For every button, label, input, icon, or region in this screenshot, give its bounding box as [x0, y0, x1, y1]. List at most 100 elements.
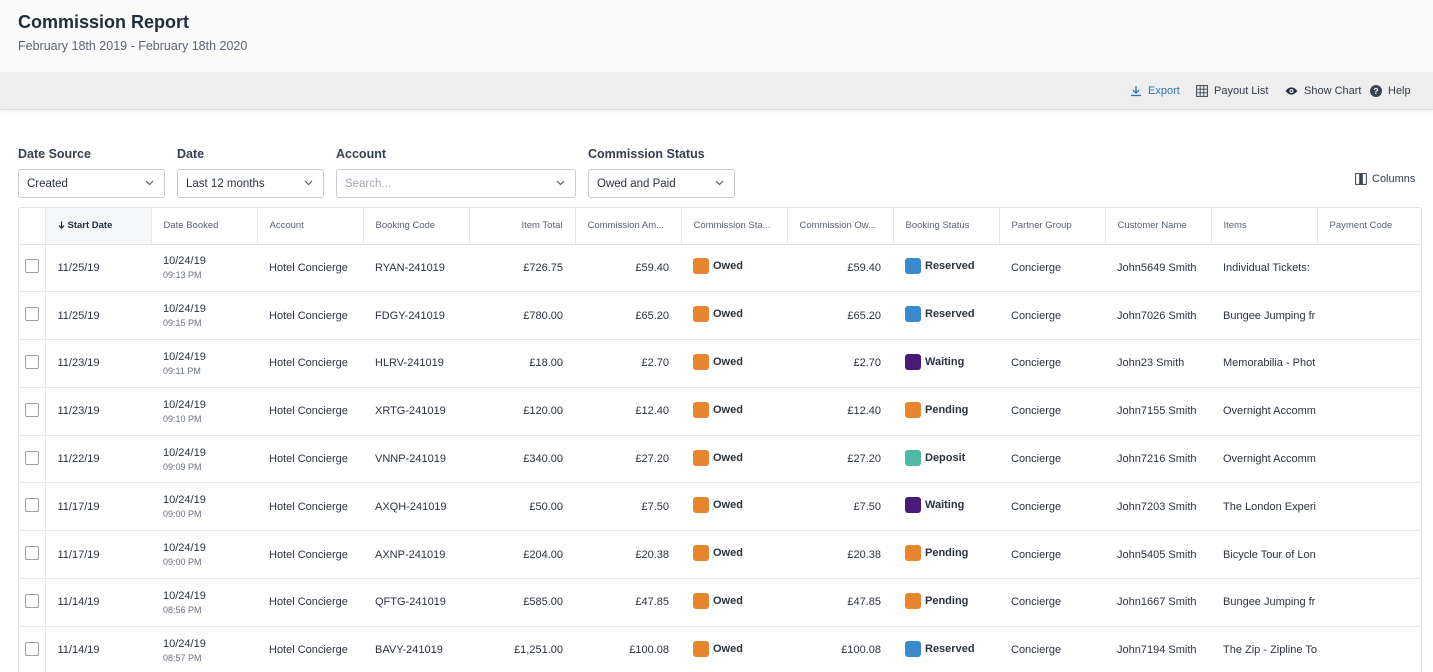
- booked-time: 09:11 PM: [163, 365, 201, 376]
- table-row[interactable]: 11/17/19 10/24/19 09:00 PM Hotel Concierge A…: [19, 530, 1421, 580]
- column-header-commission-status[interactable]: Commission Sta...: [681, 208, 788, 245]
- row-checkbox[interactable]: [25, 259, 39, 274]
- row-checkbox[interactable]: [25, 450, 39, 465]
- commission-amount-cell: £47.85: [575, 578, 681, 627]
- booked-date: 10/24/19: [163, 398, 206, 411]
- booked-date: 10/24/19: [163, 350, 206, 363]
- table-row[interactable]: 11/23/19 10/24/19 09:10 PM Hotel Concierge X…: [19, 387, 1421, 436]
- status-swatch: [693, 353, 709, 370]
- chevron-down-icon: [715, 180, 724, 186]
- account-cell: Hotel Concierge: [257, 244, 363, 293]
- booking-code-cell[interactable]: XRTG-241019: [363, 387, 469, 436]
- column-header-account[interactable]: Account: [257, 208, 364, 245]
- row-select-cell: [19, 244, 46, 293]
- booking-code-cell[interactable]: AXQH-241019: [363, 482, 469, 532]
- row-checkbox[interactable]: [25, 307, 39, 322]
- table-row[interactable]: 11/17/19 10/24/19 09:00 PM Hotel Concierge A…: [19, 482, 1421, 532]
- commission-owed-cell: £27.20: [787, 435, 893, 484]
- table-row[interactable]: 11/14/19 10/24/19 08:56 PM Hotel Concierge Q…: [19, 578, 1421, 627]
- date-source-label: Date Source: [18, 147, 91, 161]
- help-button[interactable]: ? Help: [1370, 83, 1411, 99]
- export-button[interactable]: Export: [1130, 83, 1180, 99]
- question-circle-icon: ?: [1370, 85, 1382, 97]
- table-row[interactable]: 11/23/19 10/24/19 09:11 PM Hotel Concierge H…: [19, 339, 1421, 388]
- table-row[interactable]: 11/25/19 10/24/19 09:15 PM Hotel Concierge F…: [19, 291, 1421, 341]
- item-total-cell: £50.00: [469, 482, 575, 532]
- partner-group-cell: Concierge: [999, 578, 1105, 627]
- partner-group-cell: Concierge: [999, 244, 1105, 293]
- column-header-start-date[interactable]: Start Date: [45, 208, 152, 245]
- payment-code-cell: [1317, 626, 1421, 672]
- date-source-select[interactable]: Created: [18, 169, 165, 198]
- booking-code-cell[interactable]: HLRV-241019: [363, 339, 469, 388]
- booking-code-cell[interactable]: AXNP-241019: [363, 530, 469, 580]
- booking-status-badge: Pending: [905, 545, 968, 562]
- column-header-customer-name[interactable]: Customer Name: [1105, 208, 1212, 245]
- booking-code-cell[interactable]: FDGY-241019: [363, 291, 469, 341]
- booking-status-cell: Pending: [893, 387, 999, 436]
- booking-code-cell[interactable]: QFTG-241019: [363, 578, 469, 627]
- column-header-booking-code[interactable]: Booking Code: [363, 208, 470, 245]
- booking-status-badge: Reserved: [905, 306, 975, 323]
- items-cell: The Zip - Zipline To: [1211, 626, 1317, 672]
- payout-list-button[interactable]: Payout List: [1196, 83, 1268, 99]
- row-checkbox[interactable]: [25, 498, 39, 513]
- column-header-commission-amount[interactable]: Commission Am...: [575, 208, 682, 245]
- show-chart-button[interactable]: Show Chart: [1285, 83, 1361, 99]
- commission-status-value: Owed and Paid: [597, 177, 676, 190]
- row-checkbox[interactable]: [25, 354, 39, 369]
- status-swatch: [693, 449, 709, 466]
- row-checkbox[interactable]: [25, 641, 39, 656]
- commission-amount-cell: £20.38: [575, 530, 681, 580]
- date-select[interactable]: Last 12 months: [177, 169, 324, 198]
- columns-button[interactable]: Columns: [1355, 173, 1415, 185]
- partner-group-cell: Concierge: [999, 626, 1105, 672]
- status-swatch: [693, 258, 709, 275]
- booking-status-badge: Pending: [905, 592, 968, 609]
- items-cell: Overnight Accomm: [1211, 435, 1317, 484]
- row-select-cell: [19, 435, 46, 484]
- booking-code-cell[interactable]: RYAN-241019: [363, 244, 469, 293]
- column-header-items[interactable]: Items: [1211, 208, 1318, 245]
- booking-code-cell[interactable]: VNNP-241019: [363, 435, 469, 484]
- commission-amount-cell: £7.50: [575, 482, 681, 532]
- account-cell: Hotel Concierge: [257, 482, 363, 532]
- booking-code-cell[interactable]: BAVY-241019: [363, 626, 469, 672]
- status-swatch: [693, 640, 709, 657]
- account-cell: Hotel Concierge: [257, 387, 363, 436]
- booking-status-text: Pending: [925, 403, 969, 416]
- start-date-cell: 11/25/19: [45, 291, 151, 341]
- table-row[interactable]: 11/14/19 10/24/19 08:57 PM Hotel Concierge B…: [19, 626, 1421, 672]
- payout-list-label: Payout List: [1214, 85, 1269, 97]
- commission-amount-cell: £100.08: [575, 626, 681, 672]
- commission-owed-cell: £2.70: [787, 339, 893, 388]
- commission-status-select[interactable]: Owed and Paid: [588, 169, 735, 198]
- svg-text:?: ?: [1373, 86, 1378, 96]
- customer-name-cell: John7194 Smith: [1105, 626, 1211, 672]
- booking-status-text: Reserved: [925, 260, 975, 273]
- commission-status-badge: Owed: [693, 545, 743, 562]
- row-checkbox[interactable]: [25, 546, 39, 561]
- items-cell: Bungee Jumping fr: [1211, 291, 1317, 341]
- account-search-input[interactable]: Search...: [336, 169, 576, 198]
- booking-status-cell: Pending: [893, 530, 999, 580]
- account-cell: Hotel Concierge: [257, 435, 363, 484]
- column-header-date-booked[interactable]: Date Booked: [151, 208, 258, 245]
- column-header-partner-group[interactable]: Partner Group: [999, 208, 1106, 245]
- download-icon: [1131, 86, 1141, 97]
- columns-icon: [1355, 173, 1367, 185]
- row-checkbox[interactable]: [25, 593, 39, 608]
- table-row[interactable]: 11/22/19 10/24/19 09:09 PM Hotel Concierge V…: [19, 435, 1421, 484]
- column-header-booking-status[interactable]: Booking Status: [893, 208, 1000, 245]
- partner-group-cell: Concierge: [999, 339, 1105, 388]
- row-checkbox[interactable]: [25, 402, 39, 417]
- date-value: Last 12 months: [186, 177, 265, 190]
- column-header-item-total[interactable]: Item Total: [469, 208, 576, 245]
- date-booked-cell: 10/24/19 08:57 PM: [151, 626, 257, 672]
- column-header-payment-code[interactable]: Payment Code: [1317, 208, 1421, 245]
- partner-group-cell: Concierge: [999, 530, 1105, 580]
- column-header-commission-owed[interactable]: Commission Ow...: [787, 208, 894, 245]
- table-row[interactable]: 11/25/19 10/24/19 09:13 PM Hotel Concierge R…: [19, 244, 1421, 293]
- customer-name-cell: John5649 Smith: [1105, 244, 1211, 293]
- start-date-cell: 11/25/19: [45, 244, 151, 293]
